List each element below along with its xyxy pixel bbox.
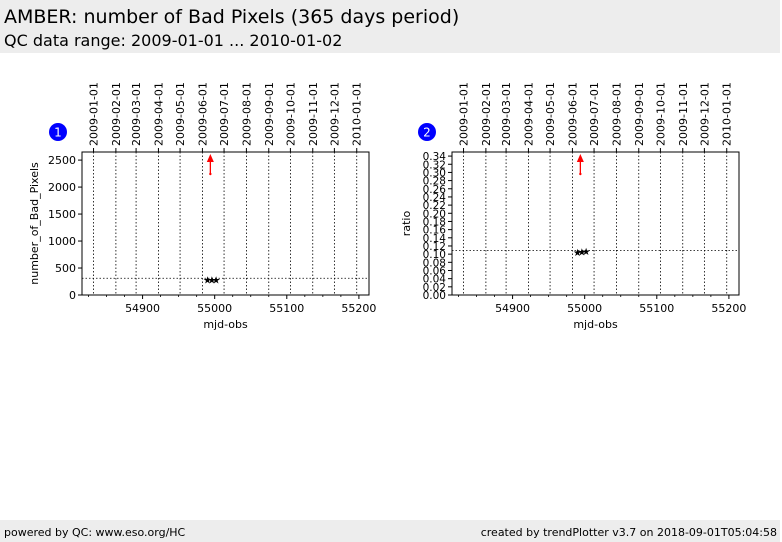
chart1-y-tick-label: 0 [69,289,76,302]
chart2-date-tick-label: 2009-01-01 [458,82,471,146]
chart2-x-axis-label: mjd-obs [573,318,618,331]
chart1-date-tick-label: 2009-09-01 [263,82,276,146]
chart2-date-tick-label: 2009-04-01 [522,82,535,146]
chart2-x-tick-label: 55000 [567,302,602,315]
chart1-date-tick-label: 2009-10-01 [284,82,297,146]
chart2-data-point: ★ [582,247,591,258]
chart1-date-tick-label: 2009-07-01 [218,82,231,146]
chart2-date-tick-label: 2009-08-01 [610,82,623,146]
chart2-y-tick-label: 0.30 [423,167,446,179]
chart2-y-tick-label: 0.10 [423,249,446,261]
chart2-badge [418,123,436,141]
chart2-y-tick-label: 0.08 [423,257,446,269]
chart2-data-point: ★ [577,248,586,259]
chart1-date-tick-label: 2009-08-01 [240,82,253,146]
chart1-badge-number: 1 [54,126,62,140]
chart1-x-tick-label: 55100 [269,302,304,315]
footer-created-by: created by trendPlotter v3.7 on 2018-09-… [480,526,777,539]
chart2-y-tick-label: 0.18 [423,216,446,228]
chart1-data-point: ★ [212,275,221,286]
chart1-x-tick-label: 55200 [341,302,376,315]
chart2-x-tick-label: 54900 [495,302,530,315]
chart1-data-point: ★ [203,275,212,286]
chart1-date-tick-label: 2010-01-01 [351,82,364,146]
chart1-y-tick-label: 2000 [48,181,76,194]
chart2-y-tick-label: 0.06 [423,265,447,277]
page-subtitle: QC data range: 2009-01-01 ... 2010-01-02 [4,31,343,50]
chart2-y-tick-label: 0.22 [423,200,446,212]
chart2-y-tick-label: 0.26 [423,184,447,196]
chart2-y-tick-label: 0.04 [423,274,447,286]
chart2-x-tick-label: 55100 [639,302,674,315]
chart2-date-tick-label: 2009-09-01 [633,82,646,146]
chart1-y-tick-label: 1500 [48,208,76,221]
header-band: AMBER: number of Bad Pixels (365 days pe… [0,0,780,53]
chart1-y-tick-label: 1000 [48,235,76,248]
chart2-date-tick-label: 2009-11-01 [677,82,690,146]
page-title: AMBER: number of Bad Pixels (365 days pe… [4,6,460,28]
chart1-x-tick-label: 54900 [125,302,160,315]
chart2-date-tick-label: 2009-05-01 [544,82,557,146]
chart1-outlier-arrow-head [206,154,214,162]
chart2-y-tick-label: 0.32 [423,159,446,171]
chart2-plot-frame [451,151,740,296]
chart1-date-tick-label: 2009-02-01 [110,82,123,146]
chart1-date-tick-label: 2009-03-01 [130,82,143,146]
chart2-date-tick-label: 2009-02-01 [480,82,493,146]
chart2-date-tick-label: 2009-10-01 [654,82,667,146]
chart2-y-tick-label: 0.34 [423,151,447,163]
chart1-date-tick-label: 2009-05-01 [174,82,187,146]
chart1-date-tick-label: 2009-01-01 [88,82,101,146]
footer-powered-by: powered by QC: www.eso.org/HC [4,526,186,539]
chart1-y-tick-label: 2500 [48,154,76,167]
chart2-date-tick-label: 2009-06-01 [566,82,579,146]
chart2-y-tick-label: 0.16 [423,225,447,237]
chart2-y-axis-label: ratio [400,211,413,237]
chart2-badge-number: 2 [423,126,431,140]
footer-band: powered by QC: www.eso.org/HC created by… [0,520,780,542]
chart1-x-tick-label: 55000 [197,302,232,315]
chart2-data-point: ★ [573,248,582,259]
chart1-date-tick-label: 2009-12-01 [328,82,341,146]
chart2-x-tick-label: 55200 [711,302,746,315]
chart1-date-tick-label: 2009-06-01 [196,82,209,146]
chart1-x-axis-label: mjd-obs [203,318,248,331]
chart2-y-tick-label: 0.28 [423,176,446,188]
chart1-outlier-arrow-base [209,172,212,176]
chart2-y-tick-label: 0.24 [423,192,447,204]
chart1-y-axis-label: number_of_Bad_Pixels [28,162,41,285]
chart2-outlier-arrow-head [576,154,584,162]
chart2-y-tick-label: 0.02 [423,282,446,294]
chart2-date-tick-label: 2009-07-01 [588,82,601,146]
chart1-date-tick-label: 2009-04-01 [152,82,165,146]
chart1-data-point: ★ [207,275,216,286]
chart1-badge [49,123,67,141]
chart2-date-tick-label: 2009-12-01 [698,82,711,146]
chart1-y-tick-label: 500 [55,262,76,275]
chart2-date-tick-label: 2010-01-01 [721,82,734,146]
chart2-y-tick-label: 0.20 [423,208,446,220]
chart2-y-tick-label: 0.00 [423,290,446,302]
chart2-y-tick-label: 0.14 [423,233,447,245]
chart1-plot-frame [81,151,370,296]
chart2-y-tick-label: 0.12 [423,241,446,253]
chart2-outlier-arrow-base [579,172,582,176]
chart1-date-tick-label: 2009-11-01 [307,82,320,146]
chart2-date-tick-label: 2009-03-01 [500,82,513,146]
